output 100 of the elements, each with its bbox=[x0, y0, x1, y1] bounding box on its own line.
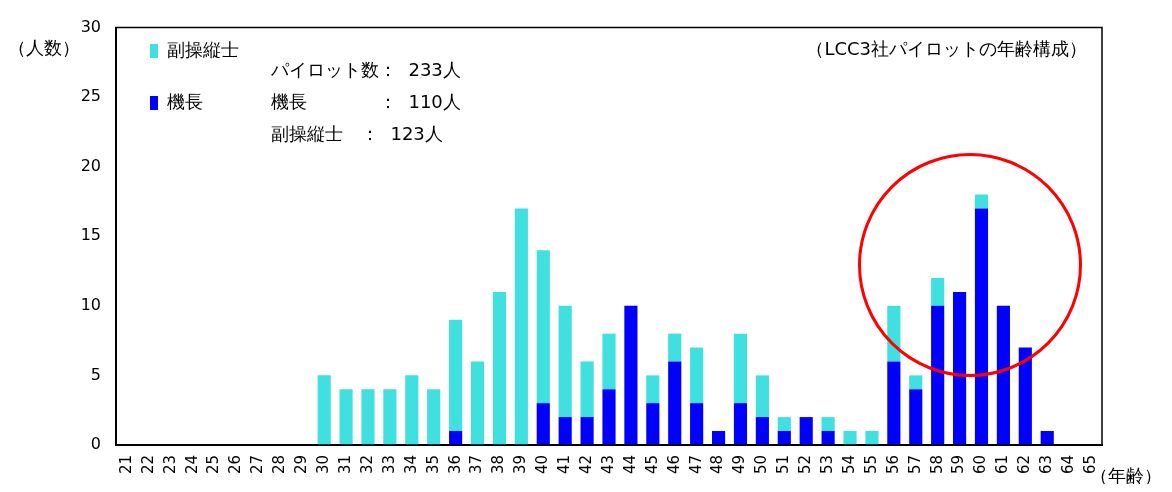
x-tick-label: 62 bbox=[1015, 454, 1034, 475]
x-tick-label: 25 bbox=[204, 454, 223, 475]
x-tick-label: 53 bbox=[818, 454, 836, 475]
x-tick-label: 21 bbox=[116, 454, 135, 475]
bar bbox=[668, 361, 682, 445]
y-tick-label: 5 bbox=[90, 364, 101, 384]
x-tick-label: 30 bbox=[314, 454, 333, 475]
y-tick-label: 15 bbox=[80, 225, 101, 245]
x-tick-label: 22 bbox=[138, 454, 157, 475]
x-tick-label: 48 bbox=[708, 454, 727, 475]
bar bbox=[755, 417, 769, 445]
y-tick-label: 0 bbox=[90, 434, 101, 454]
bar bbox=[602, 389, 616, 445]
bar bbox=[514, 208, 528, 445]
y-tick-label: 20 bbox=[80, 155, 101, 175]
x-tick-label: 29 bbox=[292, 454, 311, 475]
bar bbox=[799, 417, 813, 445]
bar bbox=[668, 333, 682, 362]
bar bbox=[317, 375, 331, 445]
bar bbox=[427, 389, 441, 445]
legend-label: 機長 bbox=[167, 90, 203, 112]
x-tick-label: 33 bbox=[379, 454, 398, 475]
bar bbox=[777, 417, 791, 431]
bar bbox=[580, 417, 594, 445]
legend-label: 副操縦士 bbox=[167, 38, 239, 60]
x-tick-label: 47 bbox=[686, 454, 705, 475]
bar bbox=[887, 361, 901, 445]
bar bbox=[909, 375, 923, 390]
x-tick-label: 63 bbox=[1037, 454, 1056, 475]
bar bbox=[383, 389, 397, 445]
x-tick-label: 55 bbox=[861, 454, 880, 475]
bar bbox=[361, 389, 375, 445]
bar bbox=[777, 431, 791, 445]
bar bbox=[646, 403, 660, 445]
y-axis-title: （人数） bbox=[8, 37, 80, 59]
bar bbox=[865, 431, 879, 445]
bar bbox=[602, 333, 616, 390]
x-tick-label: 40 bbox=[533, 454, 552, 475]
bar bbox=[492, 291, 507, 445]
x-tick-label: 23 bbox=[160, 454, 179, 475]
bar bbox=[1040, 431, 1054, 445]
x-tick-label: 60 bbox=[971, 454, 990, 475]
bar bbox=[1018, 347, 1032, 445]
bar bbox=[821, 417, 835, 431]
bar bbox=[931, 305, 945, 445]
bar bbox=[843, 431, 857, 445]
bar bbox=[996, 305, 1010, 445]
bar bbox=[580, 361, 594, 418]
x-tick-label: 39 bbox=[511, 454, 530, 475]
bar bbox=[558, 417, 572, 445]
bar bbox=[931, 277, 945, 306]
annotation: 機長 ： 110人 bbox=[271, 91, 461, 113]
bar bbox=[339, 389, 353, 445]
x-tick-label: 31 bbox=[335, 454, 354, 475]
y-tick-label: 10 bbox=[80, 294, 101, 314]
x-tick-label: 57 bbox=[905, 454, 924, 475]
bar bbox=[470, 361, 485, 445]
bar bbox=[733, 403, 748, 445]
bar bbox=[711, 431, 726, 445]
x-tick-label: 34 bbox=[401, 454, 420, 475]
x-tick-label: 59 bbox=[949, 454, 968, 475]
x-tick-label: 36 bbox=[445, 454, 464, 475]
x-tick-label: 42 bbox=[576, 454, 595, 475]
bar bbox=[690, 403, 704, 445]
x-tick-label: 58 bbox=[927, 454, 946, 475]
bar bbox=[733, 333, 748, 404]
bar bbox=[536, 403, 550, 445]
x-tick-label: 24 bbox=[182, 454, 201, 475]
x-tick-label: 54 bbox=[839, 454, 858, 475]
x-tick-label: 35 bbox=[423, 454, 442, 475]
x-tick-label: 38 bbox=[489, 454, 508, 475]
x-tick-label: 46 bbox=[664, 454, 683, 475]
bar bbox=[449, 319, 463, 431]
x-tick-label: 64 bbox=[1059, 454, 1078, 475]
bar bbox=[974, 194, 989, 209]
bar bbox=[690, 347, 704, 404]
x-tick-label: 43 bbox=[598, 454, 617, 475]
bar bbox=[974, 208, 989, 445]
bar bbox=[624, 305, 638, 445]
x-tick-label: 28 bbox=[270, 454, 289, 475]
x-tick-label: 44 bbox=[620, 454, 639, 475]
x-tick-label: 45 bbox=[642, 454, 661, 475]
x-tick-label: 41 bbox=[555, 454, 574, 475]
x-tick-label: 50 bbox=[752, 454, 771, 475]
x-tick-label: 56 bbox=[883, 454, 902, 475]
x-tick-label: 51 bbox=[774, 454, 793, 475]
bar bbox=[909, 389, 923, 445]
x-tick-label: 49 bbox=[730, 454, 749, 475]
bar bbox=[536, 250, 550, 404]
text: （LCC3社パイロットの年齢構成） bbox=[806, 38, 1087, 60]
x-tick-label: 52 bbox=[796, 454, 815, 475]
x-tick-label: 32 bbox=[357, 454, 376, 475]
bar bbox=[646, 375, 660, 404]
annotation: 副操縦士 ： 123人 bbox=[271, 123, 443, 145]
y-tick-label: 25 bbox=[80, 86, 101, 106]
bar bbox=[449, 431, 463, 445]
x-tick-label: 27 bbox=[248, 454, 267, 475]
y-tick-label: 30 bbox=[80, 16, 101, 36]
bar bbox=[405, 375, 419, 445]
annotation: パイロット数： 233人 bbox=[270, 59, 461, 81]
